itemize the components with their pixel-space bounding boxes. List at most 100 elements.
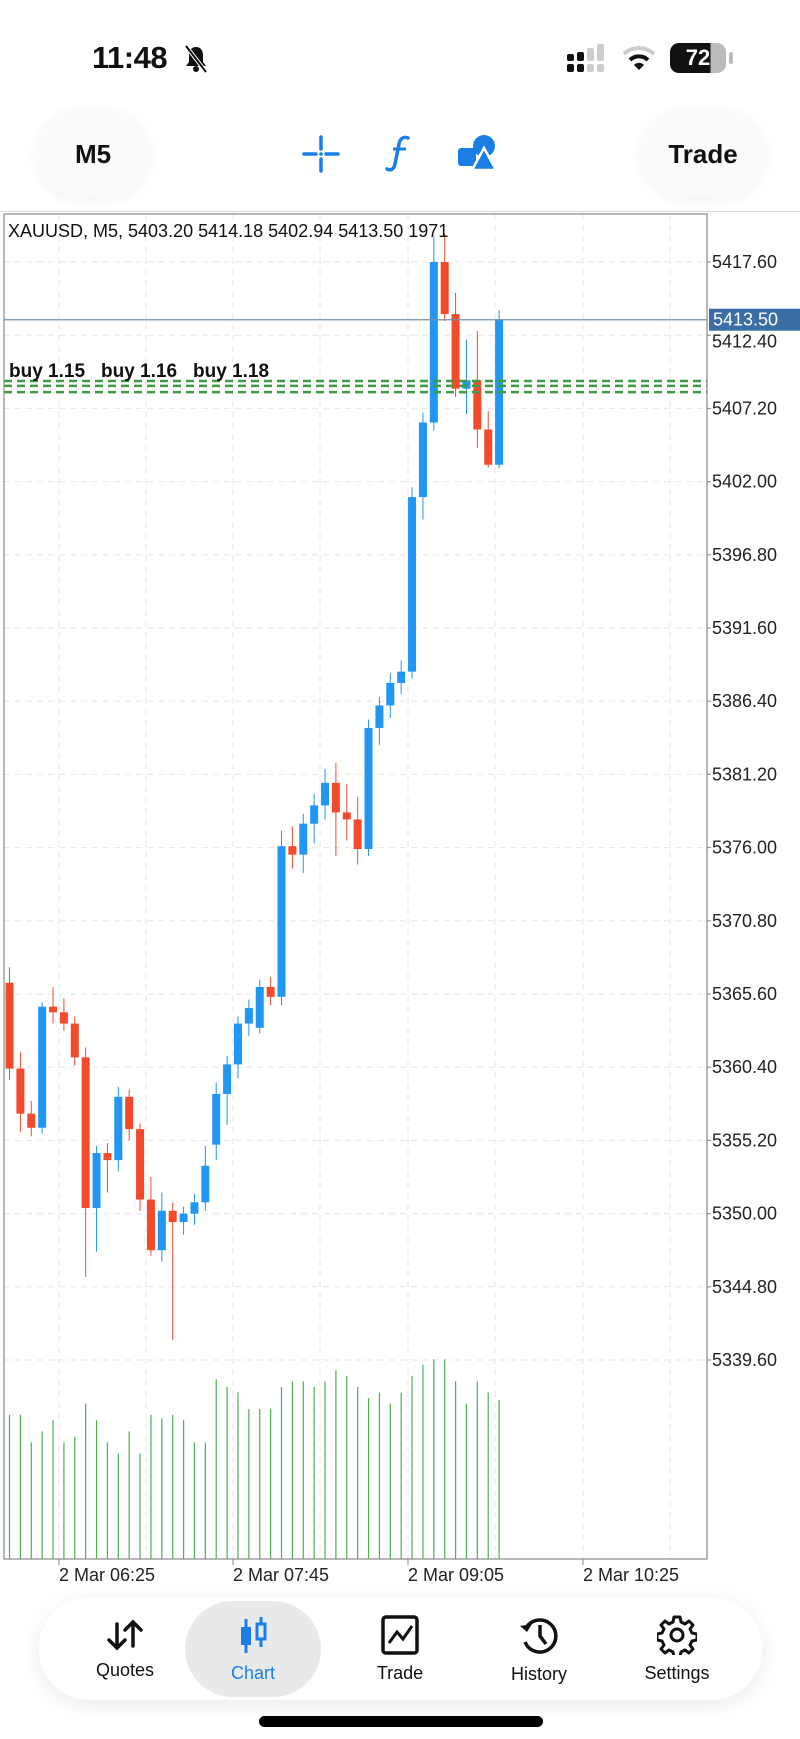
candle-body [408,497,417,672]
candle [157,1192,166,1262]
candle [440,233,449,322]
candle [70,1016,79,1066]
candle-body [429,262,438,423]
chart-frame [3,213,708,1560]
candle [408,487,417,679]
candle-body [70,1023,79,1058]
nav-chart[interactable]: Chart [185,1601,321,1697]
function-icon[interactable] [384,134,414,174]
candle-body [136,1129,145,1200]
candle-body [212,1093,221,1145]
candle-body [81,1057,90,1208]
crosshair-icon[interactable] [302,135,340,173]
battery-tip [729,52,733,64]
order-label: buy 1.15 [9,361,85,382]
candle [201,1146,210,1211]
wifi-icon [622,46,656,70]
volume-bars [8,1359,500,1559]
candle [255,979,264,1034]
y-tick-label: 5381.20 [712,764,777,784]
candle [223,1055,232,1125]
candle [331,763,340,857]
trade-button[interactable]: Trade [641,110,765,198]
nav-label: Trade [376,1662,424,1683]
y-tick-label: 5376.00 [712,838,777,858]
candle-body [125,1096,134,1130]
signal-icon [567,44,604,72]
candle-body [114,1096,123,1161]
candle [418,412,427,520]
price-chart[interactable]: buy 1.15 buy 1.16 buy 1.18 5417.605412.405… [0,212,800,1592]
candle-body [266,986,275,997]
price-axis: 5417.60 5412.40 5407.20 5402.00 5396.80 5391.… [707,252,777,1370]
candle [495,310,504,469]
candle-body [168,1210,177,1223]
bell-slash-icon [184,44,208,74]
candle-body [473,380,482,430]
candle [321,768,330,820]
candle [451,292,460,398]
candle-body [484,429,493,465]
candle [375,696,384,745]
status-time: 11:48 [92,40,168,75]
trade-chart-icon [381,1614,419,1655]
candlestick-icon [241,1616,267,1653]
candle-body [92,1153,101,1208]
candle [310,794,319,844]
candle-body [5,982,14,1069]
candle-body [190,1202,199,1214]
y-tick-label: 5365.60 [712,984,777,1004]
candle [103,1143,112,1193]
order-label: buy 1.16 [101,361,177,382]
nav-trade[interactable]: Trade [332,1598,468,1700]
candle [92,1146,101,1252]
nav-history[interactable]: History [471,1598,607,1700]
y-tick-label: 5391.60 [712,618,777,638]
candle-body [299,823,308,855]
candle-body [146,1199,155,1251]
candle [277,830,286,1006]
nav-settings[interactable]: Settings [609,1598,745,1700]
timeframe-button[interactable]: M5 [37,110,149,198]
y-tick-label: 5407.20 [712,398,777,418]
candle-body [375,705,384,728]
candle-body [277,846,286,997]
candle-body [288,846,297,855]
order-label: buy 1.18 [193,361,269,382]
current-price-label: 5413.50 [713,310,778,330]
candle-body [223,1064,232,1094]
gear-icon [657,1615,697,1655]
nav-quotes[interactable]: Quotes [57,1598,193,1700]
candle-body [49,1006,58,1013]
candle-body [462,380,471,389]
candle [364,719,373,857]
timeframe-label: M5 [74,138,112,169]
candle [190,1193,199,1225]
candle [212,1082,221,1161]
candle [5,967,14,1080]
shapes-icon[interactable] [458,134,498,172]
candle [81,1047,90,1277]
y-tick-label: 5370.80 [712,911,777,931]
candle-body [244,1008,253,1024]
candle-body [201,1165,210,1203]
candle-body [397,671,406,683]
x-tick-label: 2 Mar 07:45 [233,1565,329,1585]
candle-body [440,262,449,315]
time-axis: 2 Mar 06:25 2 Mar 07:45 2 Mar 09:05 2 Mar 1… [58,1559,679,1585]
history-icon [520,1617,558,1654]
chart-title: XAUUSD, M5, 5403.20 5414.18 5402.94 5413… [8,221,448,241]
y-tick-label: 5396.80 [712,545,777,565]
candle-body [103,1153,112,1161]
x-tick-label: 2 Mar 06:25 [59,1565,155,1585]
candle [429,236,438,431]
y-tick-label: 5386.40 [712,691,777,711]
candle [49,986,58,1024]
candle [38,1002,47,1134]
y-tick-label: 5339.60 [712,1350,777,1370]
candle [59,998,68,1031]
candle-body [157,1210,166,1251]
candle-body [179,1213,188,1223]
candle [233,1016,242,1079]
battery-icon: 72 [670,43,726,73]
